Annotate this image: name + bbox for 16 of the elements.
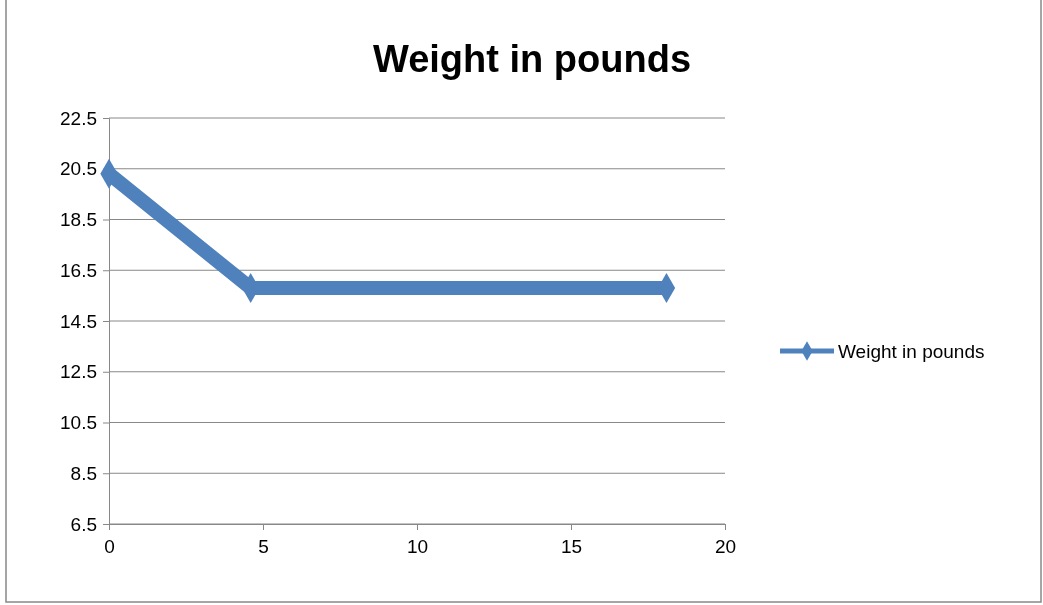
x-tick-label: 15 [560,536,583,558]
x-tick-label: 5 [258,536,269,558]
y-tick-label: 10.5 [60,412,97,434]
y-tick-label: 22.5 [60,107,97,129]
y-tick-label: 8.5 [70,462,97,484]
chart-title: Weight in pounds [372,38,692,80]
x-tick-label: 10 [406,536,429,558]
y-tick-label: 14.5 [60,310,97,332]
y-tick-label: 16.5 [60,259,97,281]
x-tick-label: 0 [104,536,115,558]
y-tick-label: 20.5 [60,158,97,180]
y-tick-label: 12.5 [60,361,97,383]
legend-label: Weight in pounds [838,341,985,362]
y-tick-label: 18.5 [60,209,97,231]
y-tick-label: 6.5 [70,513,97,535]
x-tick-label: 20 [714,536,737,558]
